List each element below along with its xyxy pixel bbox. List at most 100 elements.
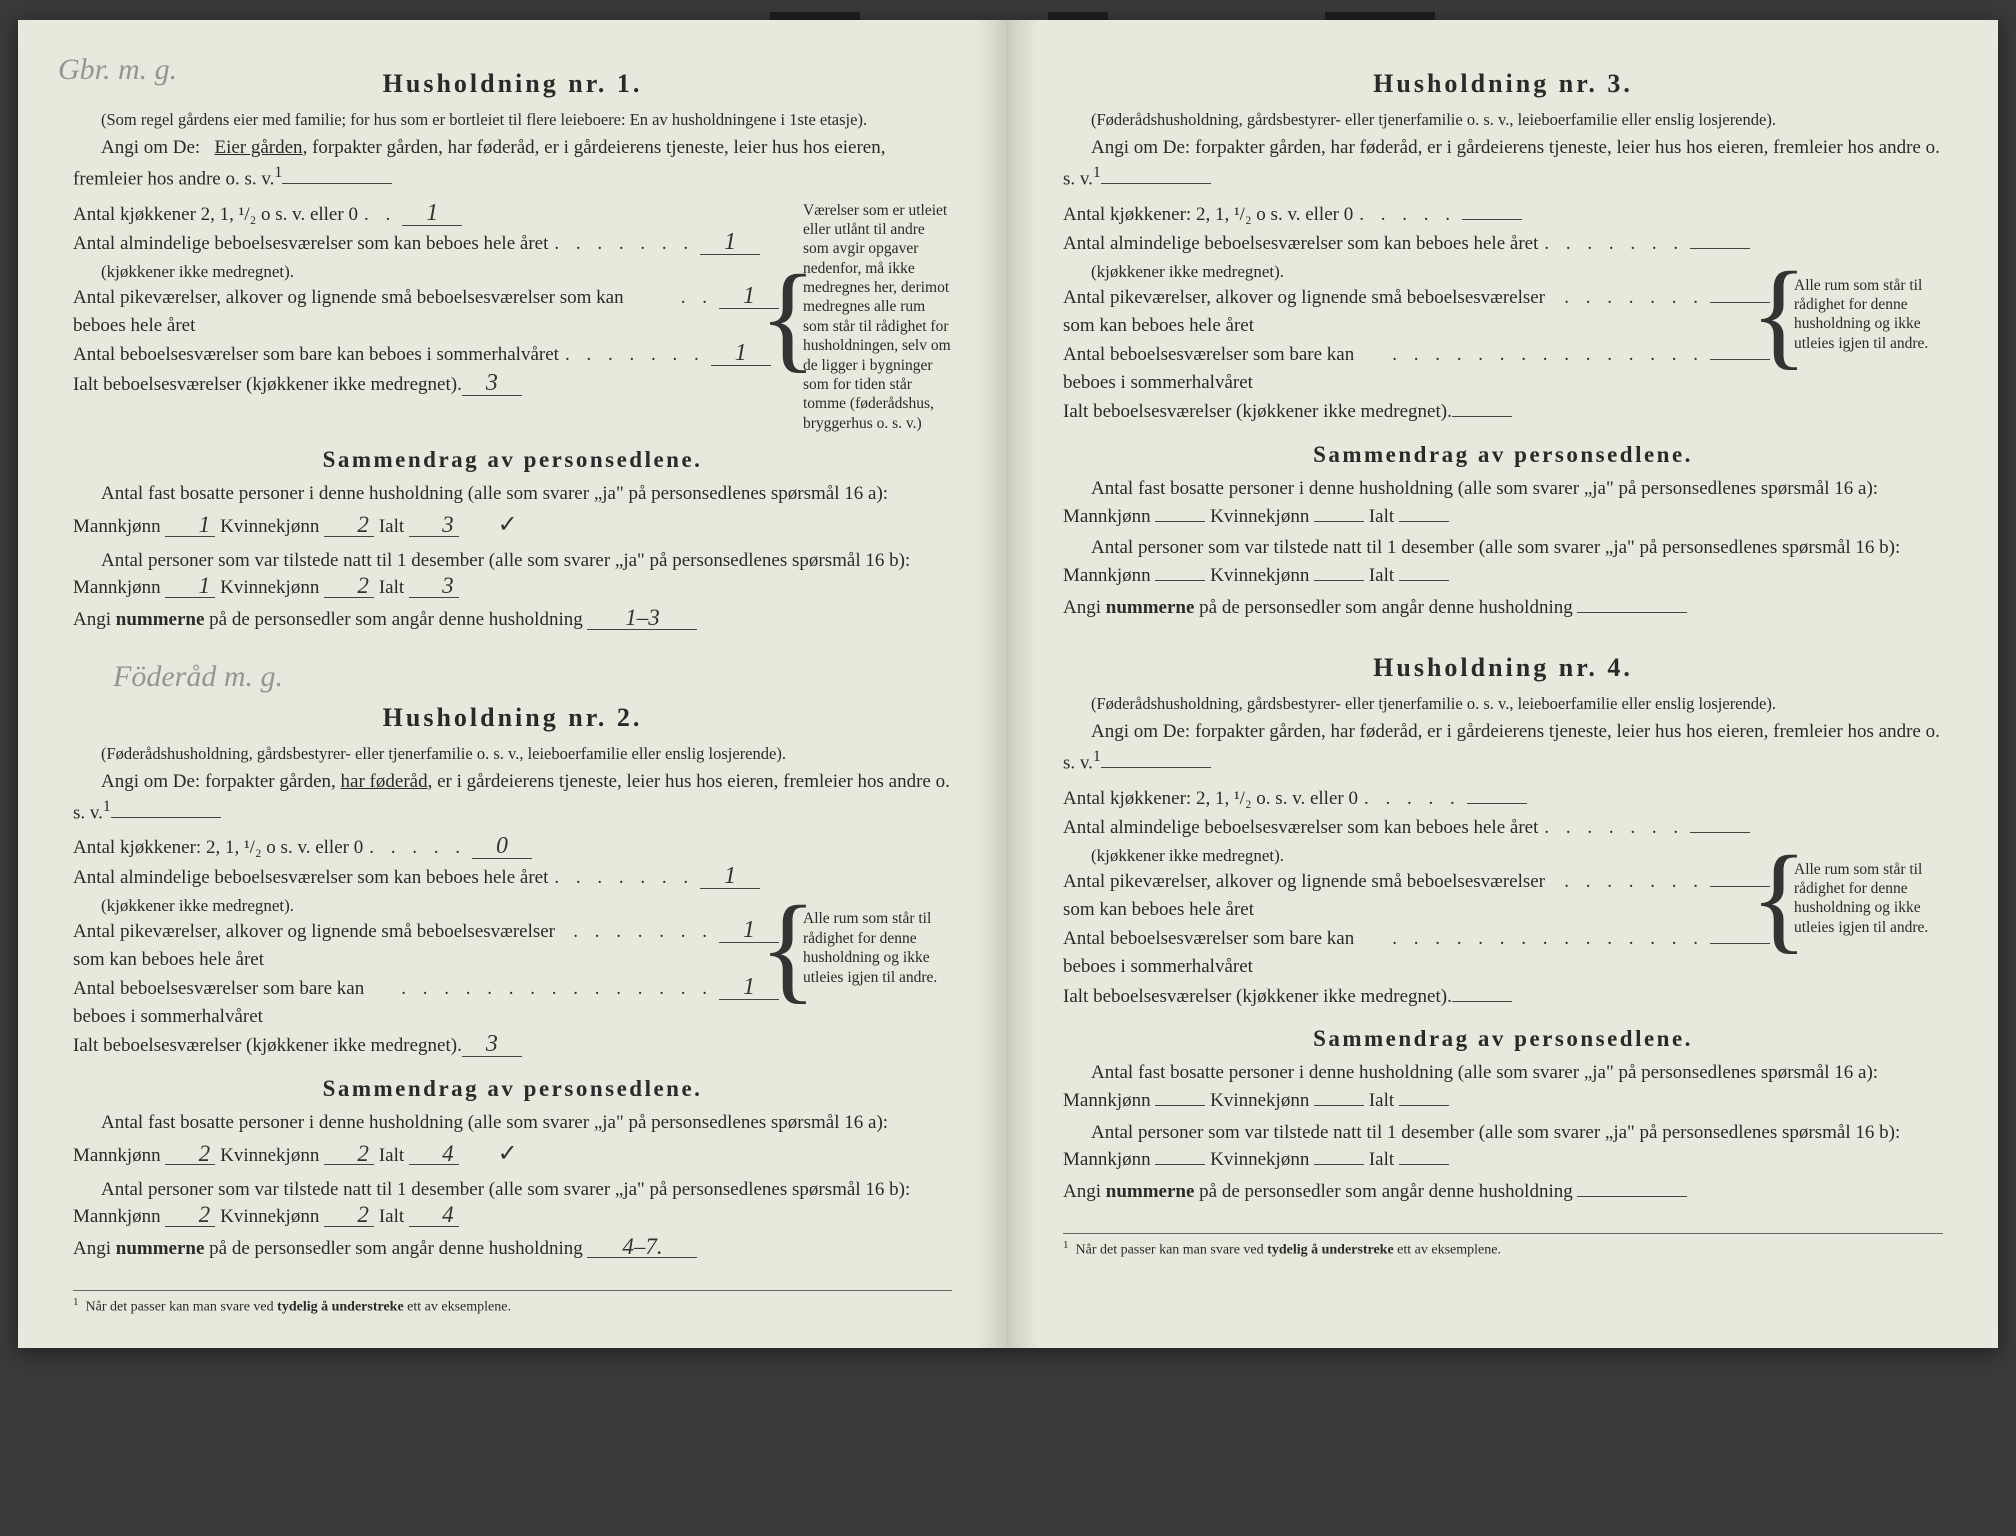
total-label: Ialt beboelsesværelser (kjøkkener ikke m… <box>1063 983 1452 1011</box>
room-total: Ialt beboelsesværelser (kjøkkener ikke m… <box>73 1032 779 1060</box>
summary-title: Sammendrag av personsedlene. <box>1063 438 1943 471</box>
rooms-block: Antal kjøkkener: 2, 1, ¹/₂ o s. v. eller… <box>73 834 952 1061</box>
brace-note: Værelser som er utleiet eller utlånt til… <box>797 201 952 434</box>
room-label: Antal pikeværelser, alkover og lignende … <box>73 918 567 973</box>
q16b-k: 2 <box>324 1205 374 1227</box>
angi-prefix: Angi om De: <box>1091 137 1190 158</box>
room-line: Antal almindelige beboelsesværelser som … <box>73 864 779 892</box>
q16a-m <box>1155 521 1205 522</box>
room-label: Antal almindelige beboelsesværelser som … <box>73 230 548 258</box>
q16a-intro: Antal fast bosatte personer i denne hush… <box>1091 1062 1878 1083</box>
q16a-k-label: Kvinnekjønn <box>220 1145 319 1166</box>
page-right: Husholdning nr. 3. (Føderådshusholdning,… <box>1008 20 1998 1348</box>
room-line: Antal beboelsesværelser som bare kan beb… <box>73 341 779 369</box>
angi-prefix: Angi om De: <box>101 771 200 792</box>
q16b-t: 3 <box>409 576 459 598</box>
q16a-m-label: Mannkjønn <box>73 516 161 537</box>
footnote-ref: 1 <box>1093 164 1101 181</box>
numline-value <box>1577 612 1687 613</box>
q16a: Antal fast bosatte personer i denne hush… <box>1063 475 1943 530</box>
q16a-k-label: Kvinnekjønn <box>220 516 319 537</box>
room-line: Antal beboelsesværelser som bare kan beb… <box>1063 925 1770 980</box>
footnote-ref: 1 <box>1093 748 1101 765</box>
total-label: Ialt beboelsesværelser (kjøkkener ikke m… <box>73 371 462 399</box>
room-line: Antal pikeværelser, alkover og lignende … <box>1063 284 1770 339</box>
dots: . . . . . . . <box>559 341 711 369</box>
rooms-block: Antal kjøkkener: 2, 1, ¹/₂ o s. v. eller… <box>1063 201 1943 428</box>
summary-title: Sammendrag av personsedlene. <box>73 1072 952 1105</box>
room-label: Antal almindelige beboelsesværelser som … <box>73 864 548 892</box>
room-line: Antal almindelige beboelsesværelser som … <box>1063 814 1770 842</box>
brace-icon: { <box>1770 785 1788 1012</box>
dots: . . . . . . . <box>1538 230 1690 258</box>
page-left: Gbr. m. g. Husholdning nr. 1. (Som regel… <box>18 20 1008 1348</box>
binding-shadow <box>1008 20 1038 1348</box>
numline: Angi nummerne på de personsedler som ang… <box>73 606 952 634</box>
angi-fill <box>111 817 221 818</box>
numline: Angi nummerne på de personsedler som ang… <box>1063 1178 1943 1206</box>
total-value: 3 <box>462 371 522 396</box>
q16b-t: 4 <box>409 1205 459 1227</box>
q16a: Antal fast bosatte personer i denne hush… <box>1063 1059 1943 1114</box>
brace-note: Alle rum som står til rådighet for denne… <box>1788 201 1943 428</box>
total-label: Ialt beboelsesværelser (kjøkkener ikke m… <box>73 1032 462 1060</box>
room-value: 1 <box>700 864 760 889</box>
angi-underlined: har føderåd <box>341 771 428 792</box>
q16a-k-label: Kvinnekjønn <box>1210 565 1309 586</box>
numline-value: 4–7. <box>587 1237 697 1259</box>
brace-icon: { <box>779 201 797 434</box>
angi-rest: forpakter gården, har føderåd, er i gård… <box>1063 137 1940 189</box>
q16a-t-label: Ialt <box>379 516 404 537</box>
household-3: Husholdning nr. 3. (Føderådshusholdning,… <box>1063 65 1943 621</box>
total-value <box>1452 1001 1512 1002</box>
q16a-t: 3 <box>409 515 459 537</box>
household-title: Husholdning nr. 2. <box>73 699 952 737</box>
summary-title: Sammendrag av personsedlene. <box>1063 1022 1943 1055</box>
household-title: Husholdning nr. 4. <box>1063 649 1943 687</box>
brace-note: Alle rum som står til rådighet for denne… <box>1788 785 1943 1012</box>
dots: . . . . . <box>1358 785 1467 813</box>
household-2: Husholdning nr. 2. (Føderådshusholdning,… <box>73 699 952 1262</box>
q16a-intro: Antal fast bosatte personer i denne hush… <box>101 483 888 504</box>
angi-line: Angi om De: Eier gården, forpakter gårde… <box>73 134 952 192</box>
angi-fill <box>1101 183 1211 184</box>
room-label: Antal almindelige beboelsesværelser som … <box>1063 814 1538 842</box>
q16b: Antal personer som var tilstede natt til… <box>1063 1119 1943 1174</box>
room-line: Antal almindelige beboelsesværelser som … <box>73 230 779 258</box>
dots: . . . . . . . <box>1538 814 1690 842</box>
rooms-block: Antal kjøkkener: 2, 1, ¹/₂ o. s. v. elle… <box>1063 785 1943 1012</box>
q16a-m-label: Mannkjønn <box>1063 506 1151 527</box>
room-line: Antal pikeværelser, alkover og lignende … <box>73 284 779 339</box>
q16a-k: 2 <box>324 1144 374 1166</box>
dots: . . . . . . . <box>548 864 700 892</box>
rooms-list: Antal kjøkkener: 2, 1, ¹/₂ o. s. v. elle… <box>1063 785 1770 1012</box>
q16b-m: 2 <box>165 1205 215 1227</box>
q16a-m-label: Mannkjønn <box>73 577 161 598</box>
q16b-intro: Antal personer som var tilstede natt til… <box>101 1179 910 1200</box>
q16b-intro: Antal personer som var tilstede natt til… <box>101 550 910 571</box>
q16a-t <box>1399 521 1449 522</box>
q16a-t-label: Ialt <box>1369 506 1394 527</box>
room-label: Antal pikeværelser, alkover og lignende … <box>1063 284 1558 339</box>
dots: . . . . . . . . . . . . . . . <box>395 975 719 1003</box>
angi-pre: forpakter gården, <box>205 771 341 792</box>
household-1: Husholdning nr. 1. (Som regel gårdens ei… <box>73 65 952 633</box>
angi-rest: forpakter gården, har føderåd, er i gård… <box>1063 721 1940 773</box>
room-sublabel: (kjøkkener ikke medregnet). <box>1063 844 1770 869</box>
q16b-intro: Antal personer som var tilstede natt til… <box>1091 1122 1900 1143</box>
angi-line: Angi om De: forpakter gården, har føderå… <box>73 768 952 826</box>
room-value <box>1690 832 1750 833</box>
room-sublabel: (kjøkkener ikke medregnet). <box>1063 260 1770 285</box>
q16a-t-label: Ialt <box>1369 1149 1394 1170</box>
room-label: Antal kjøkkener 2, 1, ¹/₂ o s. v. eller … <box>73 201 358 229</box>
room-sublabel: (kjøkkener ikke medregnet). <box>73 260 779 285</box>
q16b: Antal personer som var tilstede natt til… <box>73 1176 952 1231</box>
angi-fill <box>282 183 392 184</box>
angi-line: Angi om De: forpakter gården, har føderå… <box>1063 718 1943 776</box>
rooms-block: Antal kjøkkener 2, 1, ¹/₂ o s. v. eller … <box>73 201 952 434</box>
q16a-t-label: Ialt <box>379 1206 404 1227</box>
checkmark-icon: ✓ <box>464 1137 518 1172</box>
room-value <box>1467 803 1527 804</box>
household-subtitle: (Føderådshusholdning, gårdsbestyrer- ell… <box>1063 693 1943 714</box>
q16a-k-label: Kvinnekjønn <box>220 1206 319 1227</box>
